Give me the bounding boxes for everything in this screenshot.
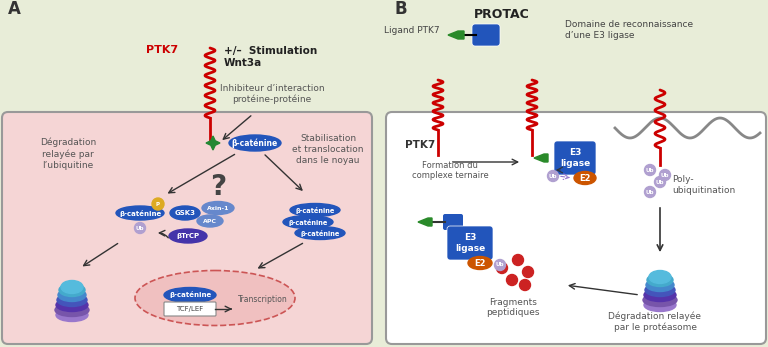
Text: Ub: Ub <box>656 179 664 185</box>
Ellipse shape <box>649 271 671 283</box>
Ellipse shape <box>56 298 88 312</box>
Ellipse shape <box>574 171 596 185</box>
Circle shape <box>134 222 145 234</box>
Ellipse shape <box>197 215 223 227</box>
Circle shape <box>519 279 531 290</box>
Text: Ub: Ub <box>646 189 654 195</box>
Text: E2: E2 <box>475 259 485 268</box>
Ellipse shape <box>645 283 675 296</box>
Ellipse shape <box>647 273 673 287</box>
Circle shape <box>644 186 656 197</box>
FancyBboxPatch shape <box>472 24 500 46</box>
Text: PROTAC: PROTAC <box>474 8 530 21</box>
Text: Inhibiteur d’interaction
protéine-protéine: Inhibiteur d’interaction protéine-protéi… <box>220 84 324 104</box>
FancyBboxPatch shape <box>443 214 463 230</box>
FancyBboxPatch shape <box>447 226 493 260</box>
Ellipse shape <box>164 288 216 303</box>
Text: Formation du
complexe ternaire: Formation du complexe ternaire <box>412 161 488 180</box>
Text: ?: ? <box>210 173 226 201</box>
Text: Fragments
peptidiques: Fragments peptidiques <box>486 298 540 317</box>
Ellipse shape <box>468 256 492 270</box>
Text: Ligand PTK7: Ligand PTK7 <box>384 25 440 34</box>
Polygon shape <box>206 136 220 150</box>
FancyArrow shape <box>534 154 548 162</box>
Text: Poly-
ubiquitination: Poly- ubiquitination <box>672 175 735 195</box>
Text: +/–  Stimulation
Wnt3a: +/– Stimulation Wnt3a <box>224 45 317 68</box>
Ellipse shape <box>170 206 200 220</box>
Circle shape <box>644 164 656 176</box>
Text: E3
ligase: E3 ligase <box>455 234 485 253</box>
Text: Domaine de reconnaissance
d’une E3 ligase: Domaine de reconnaissance d’une E3 ligas… <box>565 20 694 40</box>
Ellipse shape <box>290 203 340 217</box>
FancyArrow shape <box>448 31 464 39</box>
Circle shape <box>496 262 508 273</box>
Text: GSK3: GSK3 <box>174 210 196 216</box>
Ellipse shape <box>229 135 281 151</box>
Ellipse shape <box>643 294 677 306</box>
Ellipse shape <box>283 215 333 229</box>
Text: Ub: Ub <box>660 172 669 178</box>
Text: E3
ligase: E3 ligase <box>560 149 590 168</box>
Circle shape <box>507 274 518 286</box>
Circle shape <box>512 254 524 265</box>
FancyBboxPatch shape <box>386 112 766 344</box>
Text: A: A <box>8 0 21 18</box>
Text: Dégradation relayée
par le protéasome: Dégradation relayée par le protéasome <box>608 312 701 332</box>
Ellipse shape <box>202 202 234 214</box>
Circle shape <box>654 177 666 187</box>
Text: Ub: Ub <box>549 174 558 178</box>
Text: βTrCP: βTrCP <box>177 233 200 239</box>
Text: Ub: Ub <box>496 262 505 268</box>
FancyBboxPatch shape <box>554 141 596 175</box>
Ellipse shape <box>116 206 164 220</box>
Ellipse shape <box>57 294 87 306</box>
Ellipse shape <box>646 279 674 291</box>
FancyArrow shape <box>418 218 432 226</box>
Ellipse shape <box>56 308 88 322</box>
Text: Ub: Ub <box>136 226 144 230</box>
Text: APC: APC <box>203 219 217 223</box>
Ellipse shape <box>135 271 295 325</box>
Text: PTK7: PTK7 <box>405 140 435 150</box>
Ellipse shape <box>644 288 676 302</box>
Text: Ub: Ub <box>646 168 654 172</box>
Ellipse shape <box>61 280 83 294</box>
FancyBboxPatch shape <box>164 302 216 316</box>
Text: Dégradation
relayée par
l’ubiquitine: Dégradation relayée par l’ubiquitine <box>40 138 96 170</box>
Text: Stabilisation
et translocation
dans le noyau: Stabilisation et translocation dans le n… <box>293 134 364 165</box>
Text: β-caténine: β-caténine <box>296 206 335 213</box>
Text: TCF/LEF: TCF/LEF <box>177 306 204 312</box>
Text: P: P <box>156 202 160 206</box>
Circle shape <box>660 169 670 180</box>
Text: β-caténine: β-caténine <box>300 229 339 237</box>
Ellipse shape <box>58 288 86 302</box>
Ellipse shape <box>295 227 345 239</box>
Ellipse shape <box>169 229 207 243</box>
Ellipse shape <box>59 283 85 296</box>
Text: Axin-1: Axin-1 <box>207 205 230 211</box>
Text: PTK7: PTK7 <box>146 45 178 55</box>
FancyBboxPatch shape <box>473 25 499 45</box>
Ellipse shape <box>644 298 676 312</box>
Circle shape <box>495 260 505 271</box>
Text: B: B <box>395 0 408 18</box>
Text: β-caténine: β-caténine <box>169 291 211 298</box>
Circle shape <box>522 266 534 278</box>
Text: β-caténine: β-caténine <box>232 138 278 148</box>
Text: E2: E2 <box>579 174 591 183</box>
Ellipse shape <box>55 304 89 316</box>
FancyBboxPatch shape <box>2 112 372 344</box>
Circle shape <box>152 198 164 210</box>
Text: β-caténine: β-caténine <box>119 210 161 217</box>
Text: β-caténine: β-caténine <box>288 219 328 226</box>
Text: Transcription: Transcription <box>238 296 288 305</box>
Circle shape <box>548 170 558 181</box>
